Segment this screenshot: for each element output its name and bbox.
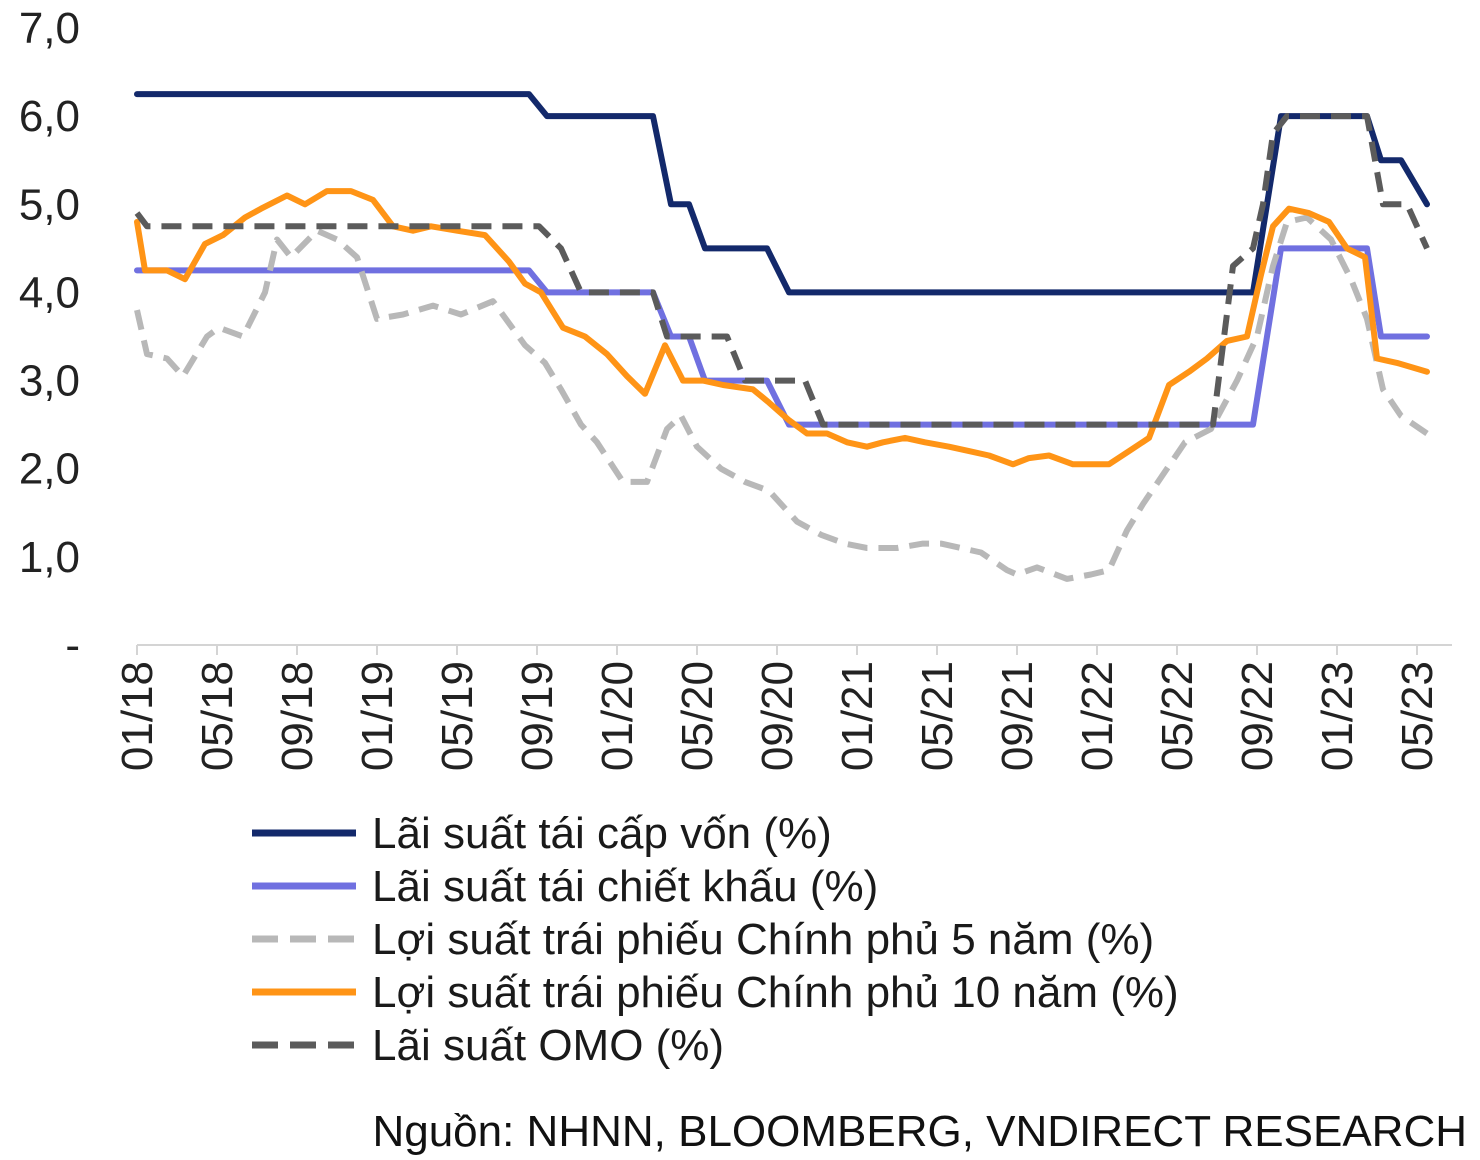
legend-label: Lãi suất tái chiết khấu (%) xyxy=(372,862,878,911)
x-tick-label: 01/19 xyxy=(353,661,402,771)
legend: Lãi suất tái cấp vốn (%)Lãi suất tái chi… xyxy=(252,809,1179,1070)
x-tick-label: 05/20 xyxy=(673,661,722,771)
x-tick-label: 09/21 xyxy=(993,661,1042,771)
series-line-4 xyxy=(134,188,1430,468)
x-tick-label: 09/20 xyxy=(753,661,802,771)
legend-label: Lợi suất trái phiếu Chính phủ 5 năm (%) xyxy=(372,915,1154,964)
x-tick-label: 01/21 xyxy=(833,661,882,771)
x-tick-label: 05/22 xyxy=(1153,661,1202,771)
legend-label: Lợi suất trái phiếu Chính phủ 10 năm (%) xyxy=(372,968,1179,1017)
y-tick-label: 2,0 xyxy=(19,445,80,494)
y-tick-label: 1,0 xyxy=(19,533,80,582)
x-tick-label: 01/20 xyxy=(593,661,642,771)
x-tick-label: 05/19 xyxy=(433,661,482,771)
x-tick-label: 05/21 xyxy=(913,661,962,771)
x-tick-label: 09/22 xyxy=(1233,661,1282,771)
series-lines xyxy=(134,91,1430,582)
y-tick-label: 7,0 xyxy=(19,4,80,53)
y-axis-ticks: - 1,0 2,0 3,0 4,0 5,0 6,0 7,0 xyxy=(19,4,80,670)
y-tick-label: 3,0 xyxy=(19,357,80,406)
y-tick-label: 6,0 xyxy=(19,92,80,141)
x-tick-label: 09/18 xyxy=(273,661,322,771)
series-line-5 xyxy=(134,113,1430,428)
source-note: Nguồn: NHNN, BLOOMBERG, VNDIRECT RESEARC… xyxy=(372,1107,1467,1156)
x-tick-label: 05/18 xyxy=(193,661,242,771)
x-tick-label: 05/23 xyxy=(1393,661,1442,771)
legend-label: Lãi suất OMO (%) xyxy=(372,1021,724,1070)
x-tick-label: 01/23 xyxy=(1313,661,1362,771)
series-line-1 xyxy=(134,91,1430,296)
y-tick-label: 4,0 xyxy=(19,268,80,317)
x-axis: 01/18 05/18 09/18 01/19 05/19 09/19 01/20 05/20… xyxy=(113,644,1452,771)
y-tick-label: 5,0 xyxy=(19,180,80,229)
x-tick-label: 09/19 xyxy=(513,661,562,771)
series-line-3 xyxy=(134,214,1429,582)
y-tick-label: - xyxy=(65,621,80,670)
x-tick-label: 01/18 xyxy=(113,661,162,771)
legend-label: Lãi suất tái cấp vốn (%) xyxy=(372,809,832,858)
x-tick-label: 01/22 xyxy=(1073,661,1122,771)
